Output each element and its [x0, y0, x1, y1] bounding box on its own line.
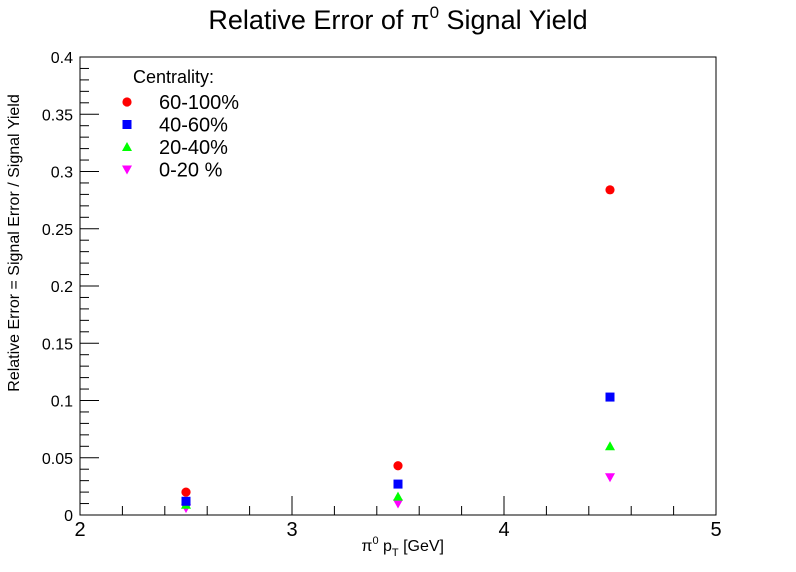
y-tick-label: 0 — [64, 508, 73, 525]
data-point — [181, 496, 191, 506]
data-point — [605, 473, 615, 483]
x-tick-label: 5 — [710, 519, 721, 541]
data-markers — [181, 185, 615, 514]
xlabel-unit: [GeV] — [399, 538, 444, 555]
legend-label: 0-20 % — [159, 160, 223, 182]
legend: Centrality: 60-100%40-60%20-40%0-20 % — [122, 67, 239, 182]
data-point — [605, 441, 615, 451]
x-tick-label: 3 — [286, 519, 297, 541]
legend-marker — [122, 120, 132, 129]
xlabel-superscript: 0 — [372, 535, 378, 547]
legend-title: Centrality: — [133, 67, 214, 87]
xlabel-pi: π — [361, 538, 372, 555]
data-point — [605, 185, 615, 195]
legend-label: 20-40% — [159, 137, 228, 159]
y-axis-tick-labels: 0 0.05 0.1 0.15 0.2 0.25 0.3 0.35 0.4 — [42, 50, 73, 525]
title-superscript: 0 — [430, 3, 439, 22]
x-tick-label: 2 — [74, 519, 85, 541]
y-tick-label: 0.1 — [51, 394, 73, 411]
y-axis-ticks — [80, 56, 99, 516]
data-point — [181, 487, 191, 497]
xlabel-subscript: T — [392, 547, 399, 559]
y-tick-label: 0.25 — [42, 222, 73, 239]
data-point — [393, 479, 403, 489]
y-tick-label: 0.2 — [51, 279, 73, 296]
x-axis-label: π0 pT [GeV] — [361, 535, 444, 559]
data-point — [393, 499, 403, 509]
legend-marker — [122, 142, 132, 151]
xlabel-p: p — [379, 538, 392, 555]
data-point — [605, 392, 615, 402]
y-tick-label: 0.35 — [42, 107, 73, 124]
y-tick-label: 0.15 — [42, 336, 73, 353]
y-tick-label: 0.3 — [51, 165, 73, 182]
title-main: Relative Error of π — [208, 5, 429, 35]
y-tick-label: 0.4 — [51, 50, 73, 67]
data-point — [393, 491, 403, 501]
x-axis-tick-labels: 2 3 4 5 — [74, 519, 721, 541]
chart-title: Relative Error of π0 Signal Yield — [208, 3, 587, 35]
legend-label: 60-100% — [159, 92, 239, 114]
y-tick-label: 0.05 — [42, 451, 73, 468]
x-tick-label: 4 — [498, 519, 509, 541]
data-point — [393, 461, 403, 471]
legend-marker — [122, 97, 132, 107]
legend-marker — [122, 165, 132, 175]
legend-label: 40-60% — [159, 115, 228, 137]
title-suffix: Signal Yield — [439, 5, 588, 35]
y-axis-label: Relative Error = Signal Error / Signal Y… — [6, 94, 23, 391]
x-axis-ticks — [79, 496, 717, 515]
